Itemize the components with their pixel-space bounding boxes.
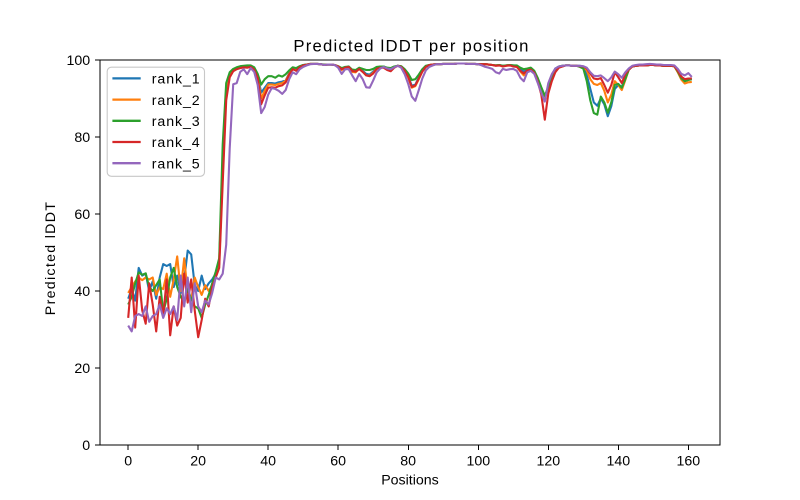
svg-text:60: 60 <box>74 207 90 223</box>
svg-text:80: 80 <box>74 130 90 146</box>
svg-text:40: 40 <box>260 454 276 470</box>
svg-text:0: 0 <box>124 454 132 470</box>
svg-text:rank_1: rank_1 <box>152 72 201 88</box>
svg-text:rank_4: rank_4 <box>152 135 201 151</box>
svg-text:100: 100 <box>67 53 91 69</box>
svg-text:80: 80 <box>400 454 416 470</box>
svg-text:160: 160 <box>676 454 700 470</box>
svg-text:40: 40 <box>74 284 90 300</box>
svg-text:140: 140 <box>606 454 630 470</box>
svg-text:rank_3: rank_3 <box>152 114 201 130</box>
svg-text:100: 100 <box>466 454 490 470</box>
svg-text:20: 20 <box>190 454 206 470</box>
svg-text:0: 0 <box>82 438 90 454</box>
svg-text:Predicted lDDT: Predicted lDDT <box>43 201 59 315</box>
svg-text:rank_5: rank_5 <box>152 156 201 172</box>
svg-text:120: 120 <box>536 454 560 470</box>
svg-text:rank_2: rank_2 <box>152 93 201 109</box>
svg-text:Predicted lDDT per position: Predicted lDDT per position <box>293 37 529 56</box>
svg-text:Positions: Positions <box>381 473 439 489</box>
svg-text:60: 60 <box>330 454 346 470</box>
svg-text:20: 20 <box>74 361 90 377</box>
